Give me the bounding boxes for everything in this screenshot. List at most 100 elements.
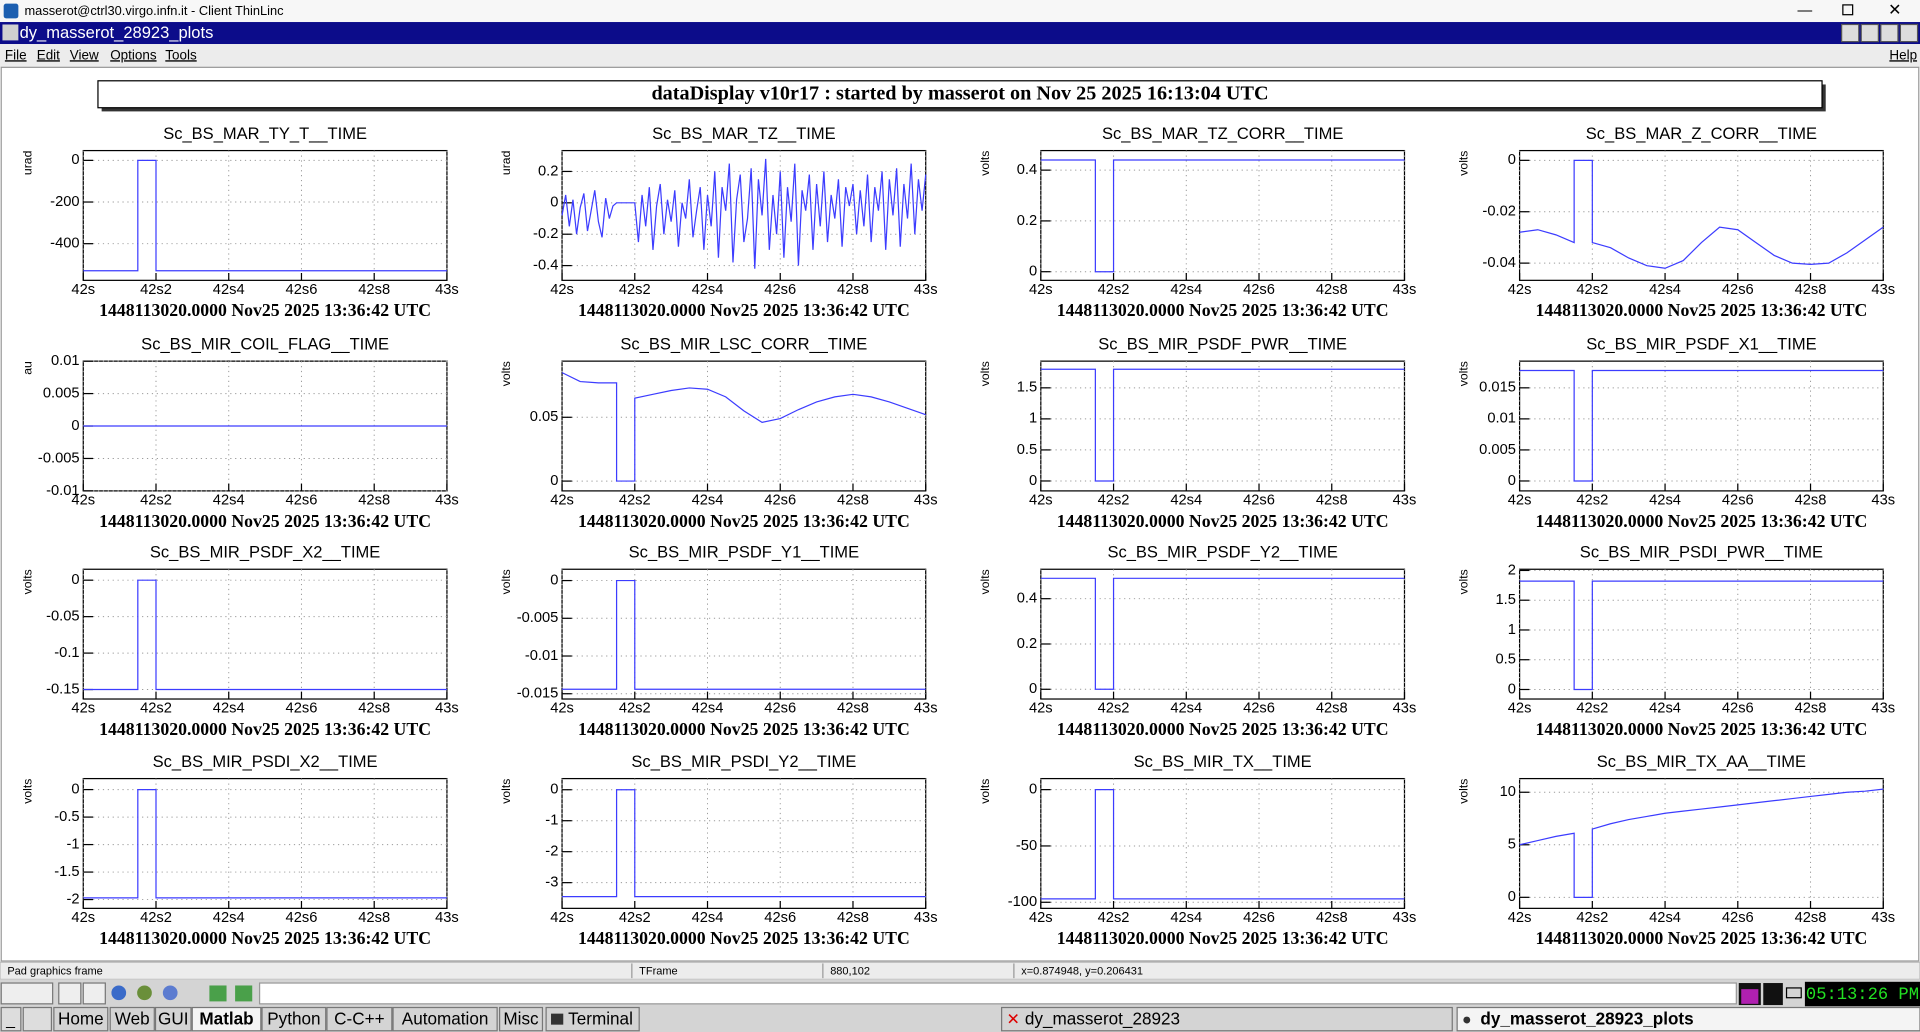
task-button[interactable] xyxy=(392,1006,498,1032)
x-axis-label: 1448113020.0000 Nov25 2025 13:36:42 UTC xyxy=(578,300,910,320)
x-tick-label: 42s4 xyxy=(1649,282,1681,298)
launcher[interactable] xyxy=(82,982,106,1005)
menu-item[interactable]: Help xyxy=(1889,47,1917,62)
x-tick-label: 42s2 xyxy=(1098,493,1130,509)
task-field xyxy=(258,982,1737,1005)
maximize[interactable] xyxy=(1842,4,1854,16)
trace xyxy=(83,579,447,691)
title-button[interactable] xyxy=(1860,23,1879,43)
x-tick-label: 42s6 xyxy=(764,910,796,926)
y-tick-label: 0 xyxy=(1508,889,1516,905)
y-tick-label: 0.01 xyxy=(1487,411,1516,427)
app-icon[interactable] xyxy=(111,985,127,1001)
x-tick-label: 43s xyxy=(435,282,459,298)
y-tick-label: -400 xyxy=(50,236,79,252)
x-tick-label: 42s2 xyxy=(619,282,651,298)
y-tick-label: 0.5 xyxy=(1017,442,1037,458)
x-tick-label: 42s2 xyxy=(619,910,651,926)
x-axis-label: 1448113020.0000 Nov25 2025 13:36:42 UTC xyxy=(1535,300,1867,320)
y-tick-label: -0.015 xyxy=(517,686,559,702)
y-tick-label: 0.5 xyxy=(1495,652,1515,668)
task-button[interactable] xyxy=(53,1006,109,1032)
x-tick-label: 42s4 xyxy=(1170,493,1202,509)
x-tick-label: 42s8 xyxy=(358,493,390,509)
menu-item[interactable]: Tools xyxy=(165,47,197,62)
header-text: dataDisplay v10r17 : started by masserot… xyxy=(651,83,1268,105)
minimize[interactable]: — xyxy=(1798,3,1813,19)
app-icon[interactable] xyxy=(209,985,227,1002)
x-tick-label: 42s6 xyxy=(1722,701,1754,717)
title-button[interactable] xyxy=(1899,23,1919,43)
mail-icon[interactable] xyxy=(1785,987,1802,999)
plot-title: Sc_BS_MIR_PSDI_Y2__TIME xyxy=(631,752,856,771)
close[interactable]: ✕ xyxy=(1888,2,1901,19)
x-tick-label: 42s4 xyxy=(213,282,245,298)
task-button-label: C-C++ xyxy=(334,1008,384,1028)
show-desktop[interactable] xyxy=(0,1006,22,1032)
app-icon[interactable] xyxy=(137,985,152,1001)
window-button-icon: ● xyxy=(1462,1012,1472,1029)
x-tick-label: 42s8 xyxy=(837,701,869,717)
y-tick-label: 0.005 xyxy=(43,385,80,401)
x-axis-label: 1448113020.0000 Nov25 2025 13:36:42 UTC xyxy=(1057,300,1389,320)
x-axis-label: 1448113020.0000 Nov25 2025 13:36:42 UTC xyxy=(578,928,910,948)
trace xyxy=(1040,789,1405,900)
task-button[interactable] xyxy=(154,1006,192,1032)
task-button[interactable] xyxy=(326,1006,393,1032)
clock-box xyxy=(1804,981,1920,1007)
launcher[interactable] xyxy=(58,982,82,1005)
menu-item[interactable]: File xyxy=(5,47,27,62)
task-button[interactable] xyxy=(191,1006,262,1032)
y-tick-label: -0.01 xyxy=(46,483,79,499)
plot-frame xyxy=(1040,777,1406,909)
menu-item[interactable]: Options xyxy=(110,47,157,62)
plot-frame xyxy=(561,360,927,492)
window-button[interactable] xyxy=(1001,1006,1453,1032)
task-button[interactable] xyxy=(545,1006,640,1032)
y-tick-label: -0.02 xyxy=(1482,204,1515,220)
x-tick-label: 42s2 xyxy=(1098,701,1130,717)
x-tick-label: 42s4 xyxy=(692,701,724,717)
menu-item[interactable]: Edit xyxy=(37,47,60,62)
app-icon[interactable] xyxy=(235,985,253,1002)
task-button[interactable] xyxy=(261,1006,327,1032)
menu-item[interactable]: View xyxy=(70,47,99,62)
y-tick-label: 0 xyxy=(550,473,558,489)
x-tick-label: 42s2 xyxy=(1098,910,1130,926)
task-button[interactable] xyxy=(109,1006,155,1032)
y-tick-label: -100 xyxy=(1008,894,1037,910)
y-axis-label: volts xyxy=(499,569,513,594)
y-tick-label: -2 xyxy=(545,844,558,860)
y-axis-label: urad xyxy=(20,150,34,175)
task-button[interactable] xyxy=(498,1006,544,1032)
title-button[interactable] xyxy=(1880,23,1899,43)
task-button-label: Web xyxy=(115,1008,150,1028)
x-tick-label: 42s2 xyxy=(619,493,651,509)
launcher[interactable] xyxy=(0,982,54,1005)
x-tick-label: 42s xyxy=(1029,282,1053,298)
x-tick-label: 42s4 xyxy=(213,701,245,717)
y-axis-label: urad xyxy=(499,150,513,175)
window-button[interactable] xyxy=(1456,1006,1920,1032)
title-button[interactable] xyxy=(1841,23,1860,43)
y-tick-label: 1 xyxy=(1508,622,1516,638)
app-icon[interactable] xyxy=(162,985,178,1001)
window-list[interactable] xyxy=(22,1006,53,1032)
